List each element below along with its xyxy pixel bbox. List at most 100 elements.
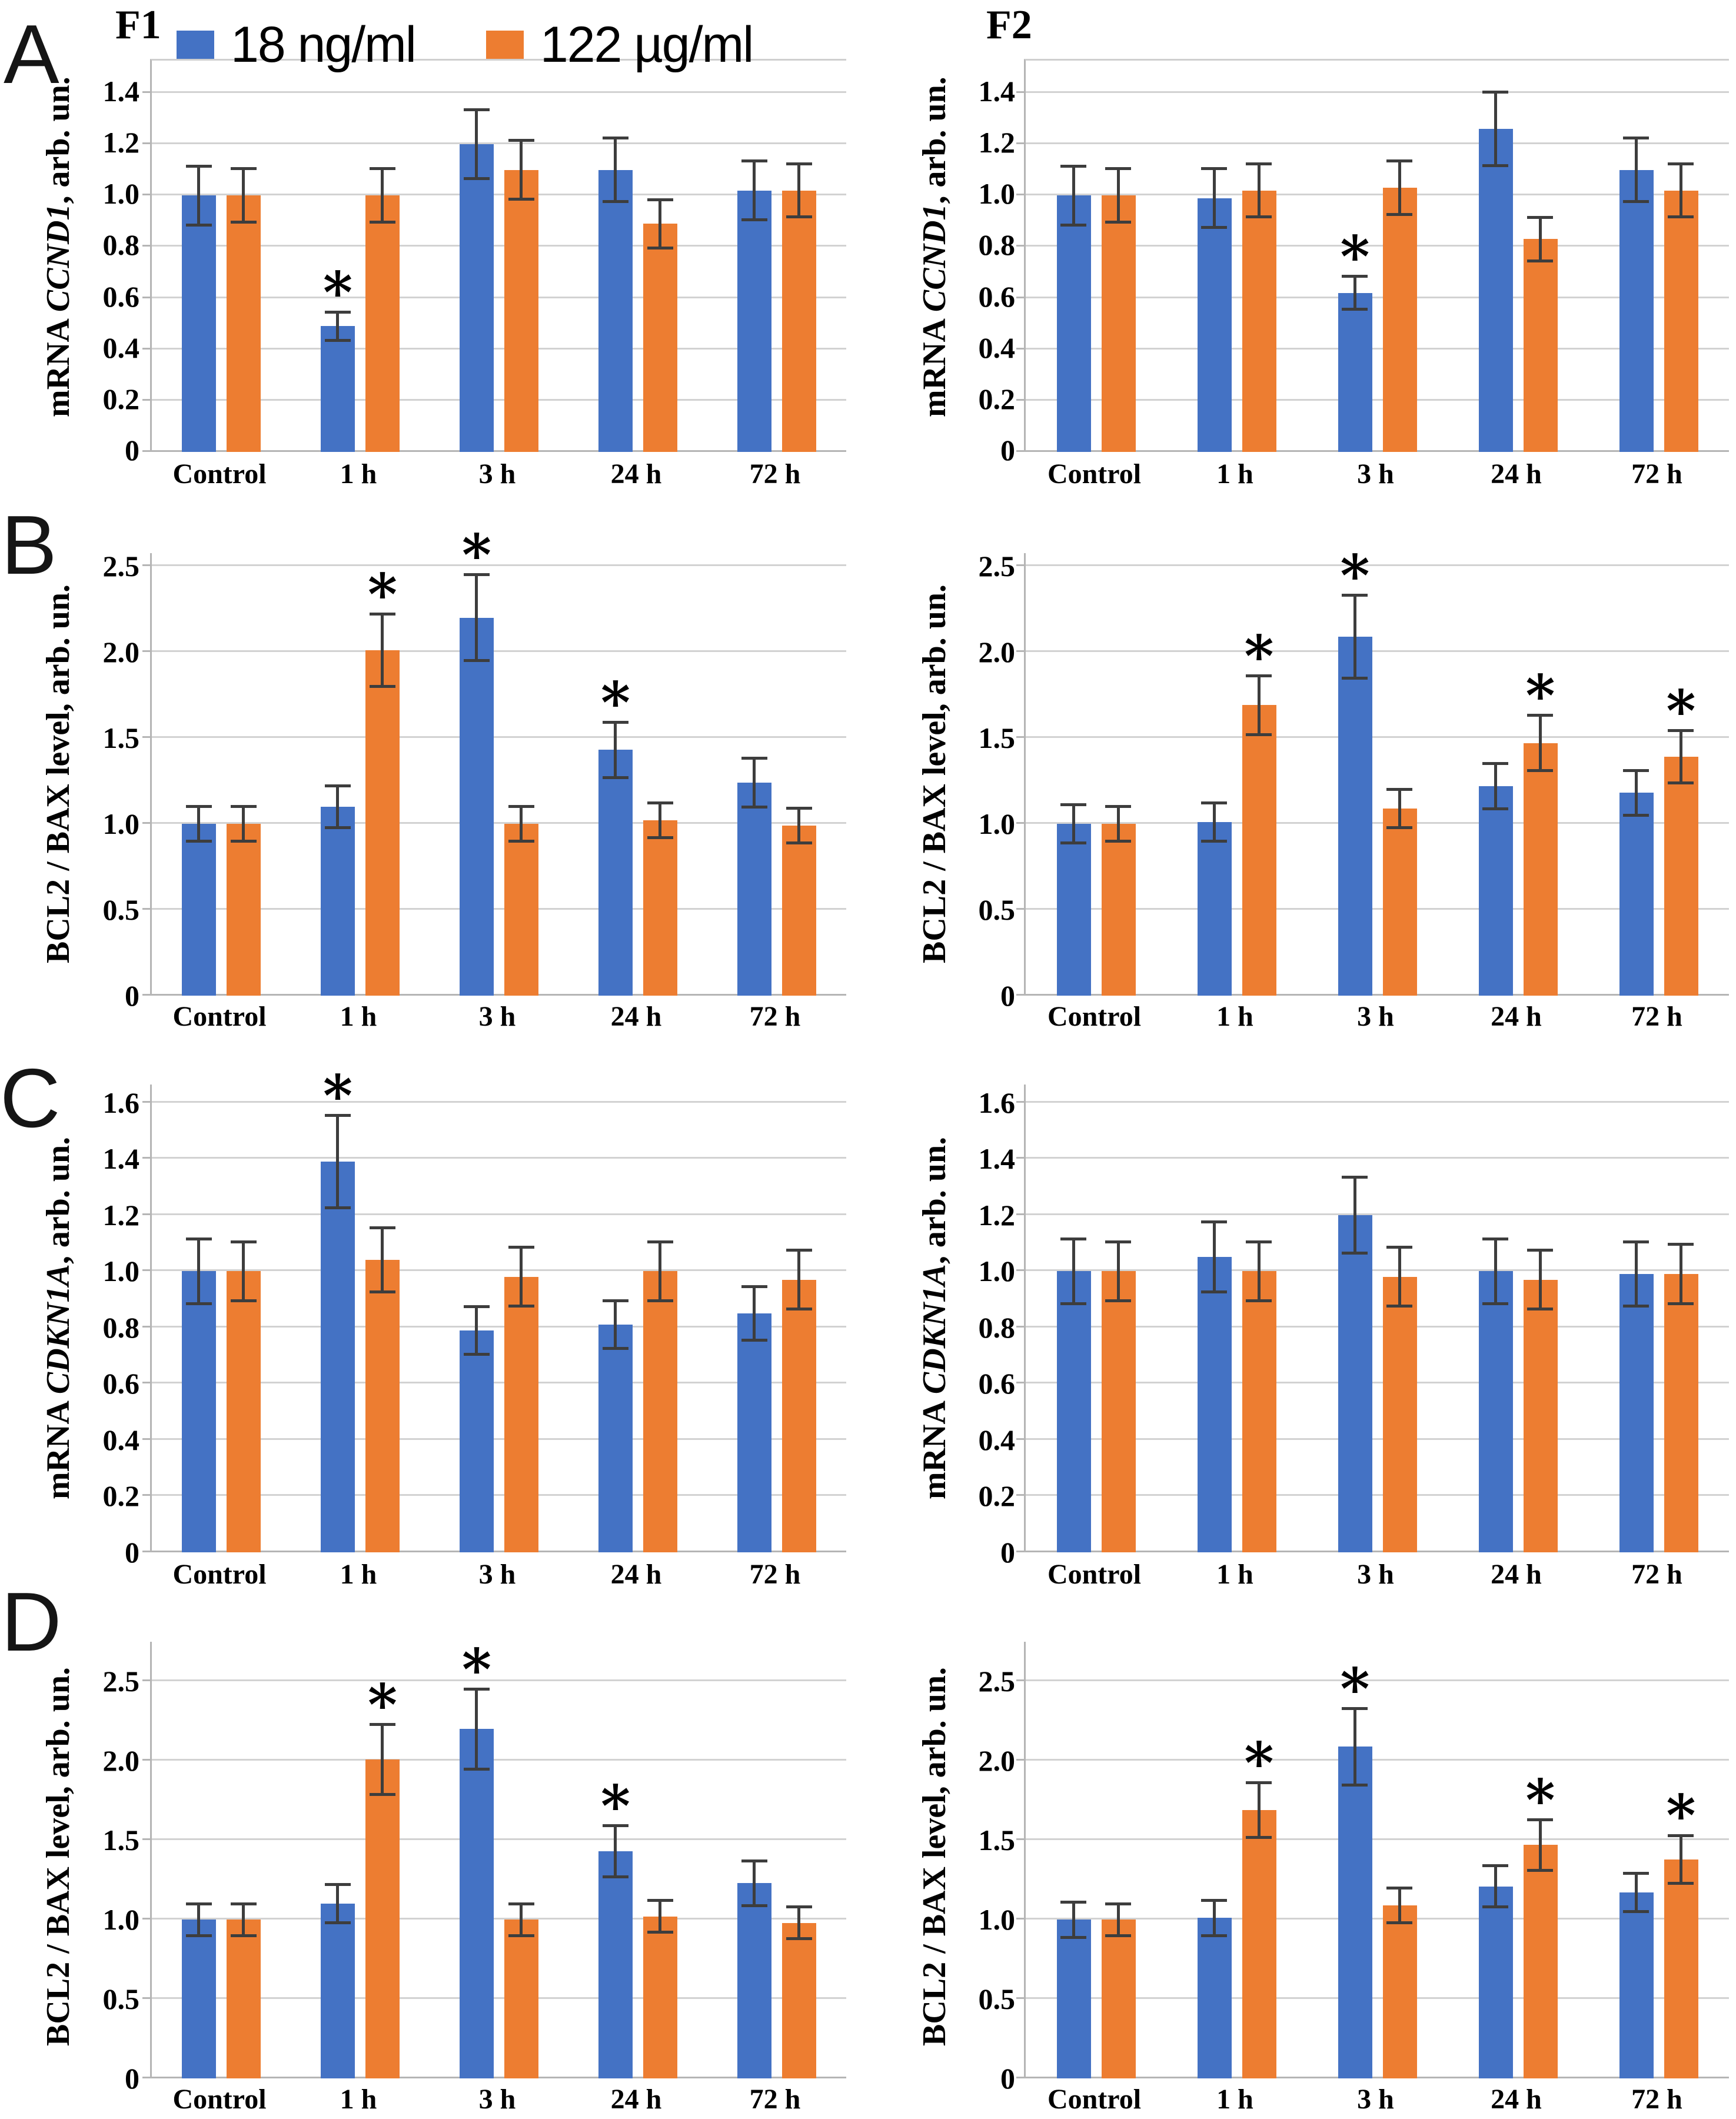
bar-orange — [643, 224, 677, 452]
bar-slot — [643, 1085, 677, 1552]
bar-slot — [1619, 61, 1654, 452]
bar-slot — [1101, 1642, 1136, 2078]
bar-group: * — [1166, 1642, 1307, 2078]
significance-asterisk: * — [600, 669, 631, 736]
y-tick-label: 1.6 — [978, 1086, 1016, 1119]
error-bar — [614, 720, 617, 780]
bar-orange — [1382, 188, 1417, 452]
y-tick-label: 2.0 — [102, 635, 140, 668]
y-tick-label: 0.8 — [102, 1310, 140, 1344]
x-axis-label: 1 h — [1216, 1001, 1253, 1032]
bar-group — [568, 1085, 707, 1552]
bar-group — [1588, 1085, 1729, 1552]
x-axis-line — [142, 2077, 846, 2078]
bar-blue — [1619, 1274, 1654, 1552]
error-bar — [520, 139, 523, 201]
error-bar — [1353, 275, 1356, 311]
significance-asterisk: * — [1340, 542, 1370, 609]
bar-slot — [782, 1642, 816, 2078]
error-bar — [1116, 1240, 1120, 1302]
bar-slot — [1664, 1085, 1698, 1552]
error-bar — [797, 162, 800, 219]
bar-blue — [182, 1920, 216, 2078]
bar-group: * — [1307, 1642, 1448, 2078]
bar-blue — [1338, 1747, 1372, 2078]
bar-orange — [504, 169, 538, 452]
significance-asterisk: * — [322, 1062, 353, 1129]
bar-blue — [182, 195, 216, 452]
x-axis-label: Control — [1047, 1559, 1142, 1590]
y-tick-label: 1.5 — [102, 1824, 140, 1857]
bar-orange — [227, 823, 261, 996]
gridline — [1016, 564, 1729, 566]
error-bar — [1212, 801, 1216, 843]
bar-orange — [227, 1920, 261, 2078]
bar-orange — [1523, 743, 1558, 996]
error-bar — [381, 1226, 384, 1294]
y-tick-label: 1.2 — [102, 1198, 140, 1232]
y-tick-label: 1.4 — [102, 74, 140, 108]
significance-asterisk: * — [1340, 224, 1370, 291]
error-bar — [614, 137, 617, 204]
error-bar — [1494, 1864, 1497, 1909]
bar-slot: * — [365, 1642, 400, 2078]
gridline — [142, 1759, 846, 1761]
bar-orange — [504, 1276, 538, 1552]
chart-a-f2: mRNA CCND1, arb. un. 1.4 1.2 1.0 0.8 0.6 0.4 0… — [868, 0, 1736, 512]
y-tick-label: 1.0 — [978, 1903, 1016, 1937]
bar-group — [1307, 1085, 1448, 1552]
x-axis-line — [1016, 450, 1729, 452]
gridline — [142, 1918, 846, 1920]
bar-group: * — [1307, 542, 1448, 996]
x-axis-line — [142, 1551, 846, 1552]
chart-b-f1: BCL2 / BAX level, arb. un. 2.5 2.0 1.5 1.0 0… — [0, 512, 868, 1065]
gridline — [1016, 1838, 1729, 1841]
bar-slot — [365, 1085, 400, 1552]
y-tick-label: 0.4 — [102, 331, 140, 364]
error-bar — [475, 1688, 478, 1771]
y-tick-label: 1.0 — [102, 1903, 140, 1937]
bar-groups: * * * * — [1026, 542, 1729, 996]
bar-orange — [504, 823, 538, 996]
gridline — [142, 1269, 846, 1272]
x-axis-label: 72 h — [1631, 1559, 1682, 1590]
y-tick-label: 0 — [1000, 2062, 1015, 2095]
bar-blue — [1338, 1215, 1372, 1552]
gridline — [1016, 245, 1729, 247]
error-bar — [1072, 1237, 1075, 1305]
bar-slot — [737, 553, 771, 996]
y-tick-label: 0.6 — [978, 1367, 1016, 1401]
error-bar — [242, 1240, 245, 1302]
bar-orange — [1382, 808, 1417, 996]
bar-slot: * — [598, 1642, 633, 2078]
bar-slot — [1197, 553, 1232, 996]
gridline — [142, 1494, 846, 1496]
error-bar — [1679, 729, 1682, 784]
error-bar — [336, 311, 339, 342]
x-axis-label: 3 h — [478, 1001, 516, 1032]
gridline — [142, 736, 846, 738]
bar-slot — [460, 1085, 494, 1552]
bar-group — [1166, 1085, 1307, 1552]
x-axis-label: Control — [172, 1559, 267, 1590]
x-axis-label: 3 h — [478, 1559, 516, 1590]
error-bar — [1538, 216, 1542, 262]
gridline — [1016, 1438, 1729, 1440]
bar-slot — [737, 61, 771, 452]
bar-orange — [1382, 1905, 1417, 2078]
bar-blue — [182, 823, 216, 996]
bar-group — [707, 1085, 846, 1552]
legend: 18 ng/ml 122 µg/ml — [177, 15, 754, 74]
y-axis-ticks: 2.5 2.0 1.5 1.0 0.5 0 — [50, 551, 140, 1010]
bar-slot — [737, 1085, 771, 1552]
error-bar — [1353, 593, 1356, 680]
bar-slot — [182, 553, 216, 996]
bar-slot — [504, 1642, 538, 2078]
bar-slot — [1101, 553, 1136, 996]
bar-orange — [1523, 1279, 1558, 1552]
error-bar — [197, 1902, 200, 1937]
error-bar — [753, 757, 756, 809]
bar-orange — [1101, 823, 1136, 996]
bar-group — [152, 1085, 291, 1552]
